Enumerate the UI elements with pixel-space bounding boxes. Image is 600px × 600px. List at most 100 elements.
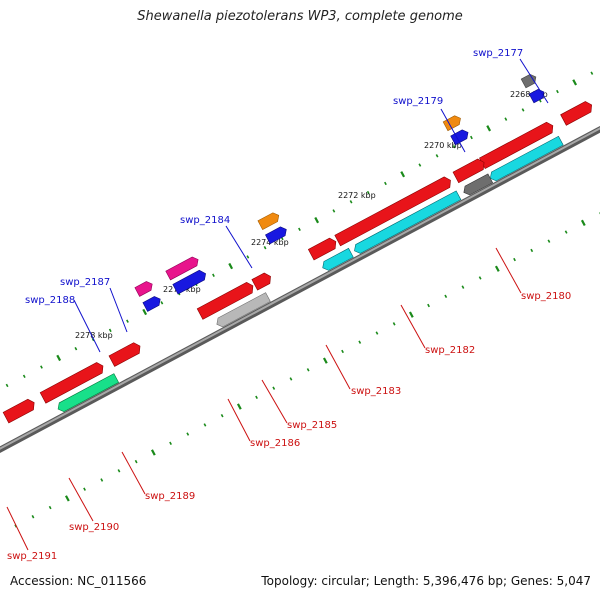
gene-label-swp_2177[interactable]: swp_2177 [473,48,523,59]
tick-mark-minor [564,230,568,234]
gene-swp2185-red[interactable] [251,271,274,291]
tick-mark-minor [332,209,336,213]
gene-label-swp_2183[interactable]: swp_2183 [351,386,401,397]
leader-lines-top [73,58,549,353]
tick-mark-minor [349,200,353,204]
tick-mark-minor [203,423,207,427]
gene-swp2189-red[interactable] [108,341,143,367]
gene-swp2188-magenta[interactable] [134,280,155,297]
tick-mark-minor [83,487,86,491]
tick-mark-minor [427,303,430,308]
tick-mark-minor [255,395,258,400]
gene-swp2190-red[interactable] [39,361,106,404]
accession-label: Accession: NC_011566 [10,574,147,588]
tick-mark-minor [298,227,301,232]
tick-mark-minor [108,328,112,333]
tick-mark-minor [263,246,267,250]
tick-mark-major [314,216,320,224]
gene-label-swp_2184[interactable]: swp_2184 [180,215,230,226]
tick-mark-minor [22,374,26,378]
gene-swp2187b-blue[interactable] [172,268,208,295]
tick-mark-minor [547,239,551,243]
tick-mark-minor [470,135,473,140]
gene-label-swp_2182[interactable]: swp_2182 [425,345,475,356]
tick-mark-minor [556,89,559,94]
tick-label-2272: 2272 kbp [338,191,376,200]
gene-label-swp_2180[interactable]: swp_2180 [521,291,571,302]
tick-mark-minor [530,248,534,253]
gene-label-swp_2188[interactable]: swp_2188 [25,295,75,306]
tick-mark-minor [212,273,215,277]
tick-mark-major [408,311,414,318]
gene-swp2186b-gray[interactable] [214,292,271,329]
tick-mark-major [64,495,70,502]
tick-mark-minor [169,441,172,445]
tick-mark-major [142,308,148,316]
gene-swp2180-red[interactable] [479,120,555,170]
genome-backbone [0,125,600,454]
tick-mark-minor [160,301,164,305]
gene-swp2183-red[interactable] [307,236,338,261]
tick-mark-minor [48,505,52,510]
tick-mark-minor [40,365,43,369]
tick-mark-minor [272,386,276,390]
gene-swp2182-red[interactable] [334,175,454,247]
tick-mark-major [400,171,406,178]
gene-swp2186-red[interactable] [196,280,256,320]
tick-mark-minor [341,349,344,354]
gene-label-swp_2179[interactable]: swp_2179 [393,96,443,107]
tick-mark-minor [461,285,465,289]
tick-mark-minor [91,337,95,342]
tick-mark-minor [444,294,448,299]
tick-mark-major [580,219,586,227]
gene-label-swp_2189[interactable]: swp_2189 [145,491,195,502]
gene-swp2184-orange[interactable] [257,211,281,231]
gene-swp2181-red[interactable] [452,157,487,184]
tick-mark-minor [452,144,456,149]
tick-mark-major [494,265,500,272]
gene-swp2183b-cyan[interactable] [320,247,354,272]
gene-swp2188b-blue[interactable] [142,295,163,312]
gene-swp2190b-green[interactable] [56,373,120,414]
gene-swp2180b-cyan[interactable] [488,135,564,183]
tick-mark-minor [5,383,9,388]
gene-swp2184b-blue[interactable] [265,225,288,245]
genome-summary: Topology: circular; Length: 5,396,476 bp… [261,574,591,588]
tick-mark-minor [220,414,224,418]
tick-mark-minor [100,478,104,482]
tick-mark-minor [521,108,525,112]
gene-label-swp_2190[interactable]: swp_2190 [69,522,119,533]
leader-lines-bottom [6,247,522,551]
map-title: Shewanella piezotolerans WP3, complete g… [137,9,463,24]
tick-mark-minor [366,190,370,195]
gene-swp2179b-blue[interactable] [450,128,471,146]
tick-mark-major [572,79,578,86]
tick-mark-minor [134,459,138,464]
tick-mark-minor [384,181,387,186]
gene-label-swp_2187[interactable]: swp_2187 [60,277,110,288]
tick-label-2270: 2270 kbp [424,141,462,150]
gene-swp2180c-gray[interactable] [461,173,494,197]
tick-mark-minor [246,255,250,259]
tick-mark-minor [126,319,129,323]
gene-swp2187-magenta[interactable] [165,255,201,281]
tick-mark-minor [186,432,190,436]
tick-mark-major [150,449,156,456]
tick-label-2278: 2278 kbp [75,331,113,340]
gene-label-swp_2186[interactable]: swp_2186 [250,438,300,449]
tick-mark-minor [117,469,121,473]
tick-mark-minor [504,117,508,121]
gene-swp2182b-cyan[interactable] [352,190,462,255]
tick-label-2268: 2268 kbp [510,90,548,99]
tick-mark-minor [513,257,516,262]
gene-label-swp_2185[interactable]: swp_2185 [287,420,337,431]
tick-mark-minor [375,331,379,335]
gene-swp2191-red[interactable] [2,397,37,424]
gene-label-swp_2191[interactable]: swp_2191 [7,551,57,562]
gene-swp2179-orange[interactable] [442,114,463,132]
gene-features [2,74,595,424]
gene-red-right-edge[interactable] [560,100,595,126]
tick-mark-minor [358,340,362,344]
